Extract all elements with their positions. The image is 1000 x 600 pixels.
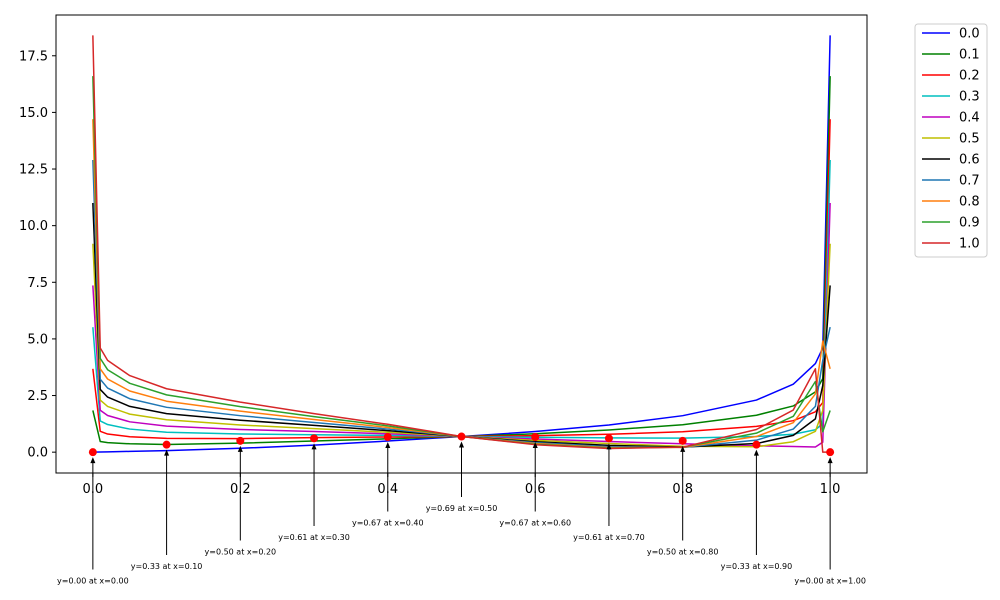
series-line-4	[92, 202, 831, 448]
annotation-label: y=0.50 at x=0.80	[647, 548, 719, 557]
annotation-label: y=0.33 at x=0.10	[131, 562, 203, 571]
annotation-arrowhead	[753, 449, 759, 456]
legend-label: 0.5	[959, 132, 980, 147]
y-tick-label: 12.5	[19, 163, 48, 178]
marker-point	[752, 440, 761, 449]
series-line-8	[92, 119, 831, 449]
annotation-arrowhead	[164, 449, 170, 456]
annotation-label: y=0.61 at x=0.70	[573, 533, 645, 542]
marker-point	[236, 436, 245, 445]
y-tick-label: 0.0	[27, 446, 48, 461]
annotation-arrowhead	[311, 443, 317, 450]
legend-label: 0.9	[959, 216, 980, 231]
legend-label: 0.8	[959, 195, 980, 210]
axis-ticks: 0.0 0.2 0.4 0.6 0.8 1.00.02.55.07.510.012.515…	[19, 49, 840, 497]
annotation-arrowhead	[237, 445, 243, 452]
series-lines	[92, 35, 831, 453]
legend: 0.0 0.1 0.2 0.3 0.4 0.5 0.6 0.7 0.8 0.9 1.0	[914, 23, 988, 258]
series-line-3	[92, 159, 831, 439]
marker-point	[310, 434, 319, 443]
marker-point	[457, 432, 466, 441]
legend-label: 0.3	[959, 90, 980, 105]
y-tick-label: 17.5	[19, 49, 48, 64]
annotation-arrowhead	[827, 457, 833, 464]
legend-label: 0.0	[959, 27, 980, 42]
annotation-label: y=0.61 at x=0.30	[278, 533, 350, 542]
legend-label: 0.1	[959, 48, 980, 63]
legend-label: 0.4	[959, 111, 980, 126]
y-tick-label: 5.0	[27, 332, 48, 347]
y-tick-label: 15.0	[19, 106, 48, 121]
legend-box	[914, 23, 988, 258]
series-line-10	[92, 35, 831, 453]
series-line-0	[92, 35, 831, 453]
series-line-1	[92, 76, 831, 446]
annotation-arrowhead	[606, 443, 612, 450]
annotation-label: y=0.69 at x=0.50	[426, 504, 498, 513]
marker-point	[678, 436, 687, 445]
marker-point	[162, 440, 171, 449]
annotation-label: y=0.67 at x=0.60	[499, 519, 571, 528]
marker-point	[88, 448, 97, 457]
annotation-arrowhead	[90, 457, 96, 464]
annotation-label: y=0.33 at x=0.90	[721, 562, 793, 571]
marker-point	[531, 432, 540, 441]
annotation-arrowhead	[385, 441, 391, 448]
plot-area-frame	[55, 14, 868, 474]
legend-label: 0.6	[959, 153, 980, 168]
series-line-7	[92, 159, 831, 449]
marker-point	[604, 434, 613, 443]
series-line-9	[92, 76, 831, 449]
series-line-6	[92, 202, 831, 448]
annotation-label: y=0.00 at x=1.00	[794, 577, 866, 586]
marker-point	[383, 432, 392, 441]
legend-label: 1.0	[959, 237, 980, 252]
y-tick-label: 2.5	[27, 389, 48, 404]
legend-label: 0.7	[959, 174, 980, 189]
annotation-arrowhead	[459, 441, 464, 448]
y-tick-label: 7.5	[27, 276, 48, 291]
legend-label: 0.2	[959, 69, 980, 84]
annotation-label: y=0.67 at x=0.40	[352, 519, 424, 528]
annotation-label: y=0.50 at x=0.20	[205, 548, 277, 557]
annotation-markers: y=0.00 at x=0.00y=0.33 at x=0.10y=0.50 a…	[57, 432, 866, 586]
marker-point	[826, 448, 835, 457]
series-line-2	[92, 119, 831, 440]
annotation-label: y=0.00 at x=0.00	[57, 577, 129, 586]
annotation-arrowhead	[680, 445, 686, 452]
annotation-arrowhead	[532, 441, 538, 448]
y-tick-label: 10.0	[19, 219, 48, 234]
